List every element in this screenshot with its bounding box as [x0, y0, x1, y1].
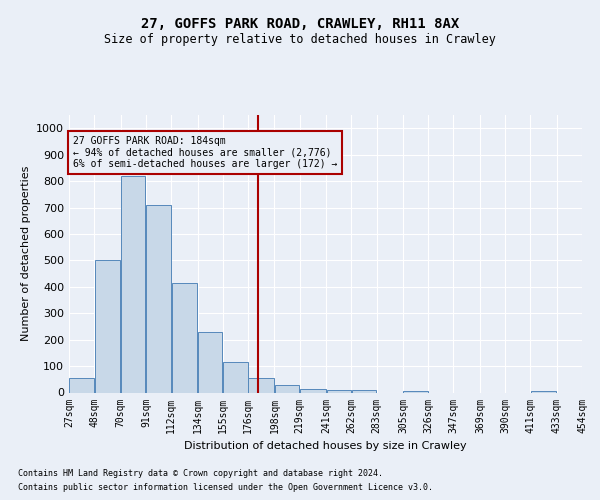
- Bar: [172, 283, 197, 393]
- X-axis label: Distribution of detached houses by size in Crawley: Distribution of detached houses by size …: [184, 441, 467, 451]
- Bar: [275, 384, 299, 392]
- Text: Size of property relative to detached houses in Crawley: Size of property relative to detached ho…: [104, 32, 496, 46]
- Bar: [531, 391, 556, 392]
- Bar: [403, 391, 428, 392]
- Bar: [326, 390, 351, 392]
- Bar: [300, 388, 326, 392]
- Bar: [248, 378, 274, 392]
- Bar: [95, 260, 120, 392]
- Bar: [146, 205, 170, 392]
- Bar: [352, 390, 376, 392]
- Y-axis label: Number of detached properties: Number of detached properties: [20, 166, 31, 342]
- Bar: [70, 378, 94, 392]
- Bar: [121, 176, 145, 392]
- Text: 27, GOFFS PARK ROAD, CRAWLEY, RH11 8AX: 27, GOFFS PARK ROAD, CRAWLEY, RH11 8AX: [141, 18, 459, 32]
- Text: 27 GOFFS PARK ROAD: 184sqm
← 94% of detached houses are smaller (2,776)
6% of se: 27 GOFFS PARK ROAD: 184sqm ← 94% of deta…: [73, 136, 337, 170]
- Text: Contains public sector information licensed under the Open Government Licence v3: Contains public sector information licen…: [18, 484, 433, 492]
- Bar: [223, 362, 248, 392]
- Bar: [198, 332, 222, 392]
- Text: Contains HM Land Registry data © Crown copyright and database right 2024.: Contains HM Land Registry data © Crown c…: [18, 468, 383, 477]
